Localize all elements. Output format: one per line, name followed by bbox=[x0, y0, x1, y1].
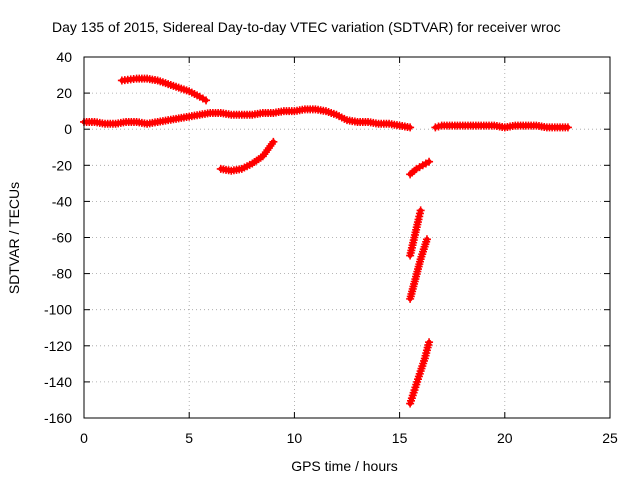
data-layer bbox=[80, 74, 572, 408]
series-segment bbox=[406, 338, 434, 408]
y-tick-label: -100 bbox=[44, 302, 72, 318]
grid-layer bbox=[84, 57, 610, 418]
data-point bbox=[416, 206, 425, 215]
data-point bbox=[425, 157, 434, 166]
x-tick-label: 0 bbox=[80, 430, 88, 446]
series-segment bbox=[431, 121, 572, 132]
data-point bbox=[269, 137, 278, 146]
y-tick-label: -160 bbox=[44, 410, 72, 426]
y-tick-label: -140 bbox=[44, 374, 72, 390]
x-tick-label: 10 bbox=[287, 430, 303, 446]
x-tick-label: 5 bbox=[185, 430, 193, 446]
series-segment bbox=[80, 105, 415, 132]
x-axis-label: GPS time / hours bbox=[291, 458, 398, 474]
y-tick-label: -120 bbox=[44, 338, 72, 354]
series-segment bbox=[216, 137, 278, 175]
plot-frame bbox=[83, 56, 611, 419]
data-point bbox=[425, 338, 434, 347]
y-tick-label: 20 bbox=[56, 85, 72, 101]
x-tick-label: 20 bbox=[497, 430, 513, 446]
x-tick-label: 15 bbox=[392, 430, 408, 446]
y-axis-label: SDTVAR / TECUs bbox=[6, 182, 22, 294]
series-segment bbox=[406, 157, 434, 179]
y-tick-label: 40 bbox=[56, 49, 72, 65]
series-segment bbox=[406, 235, 431, 303]
series-segment bbox=[117, 74, 211, 105]
data-point bbox=[422, 235, 431, 244]
tick-layer: 0 5 10 15 20 25 -160 -140 -120 -100 -80 -60 -40 -20 0 2… bbox=[44, 49, 618, 446]
data-point bbox=[406, 123, 415, 132]
data-point bbox=[563, 123, 572, 132]
x-tick-label: 25 bbox=[602, 430, 618, 446]
y-tick-label: -60 bbox=[52, 230, 72, 246]
series-segment bbox=[406, 206, 425, 260]
y-tick-label: -20 bbox=[52, 157, 72, 173]
chart-title: Day 135 of 2015, Sidereal Day-to-day VTE… bbox=[52, 19, 561, 35]
y-tick-label: 0 bbox=[64, 121, 72, 137]
y-tick-label: -40 bbox=[52, 193, 72, 209]
data-point bbox=[202, 96, 211, 105]
y-tick-label: -80 bbox=[52, 266, 72, 282]
